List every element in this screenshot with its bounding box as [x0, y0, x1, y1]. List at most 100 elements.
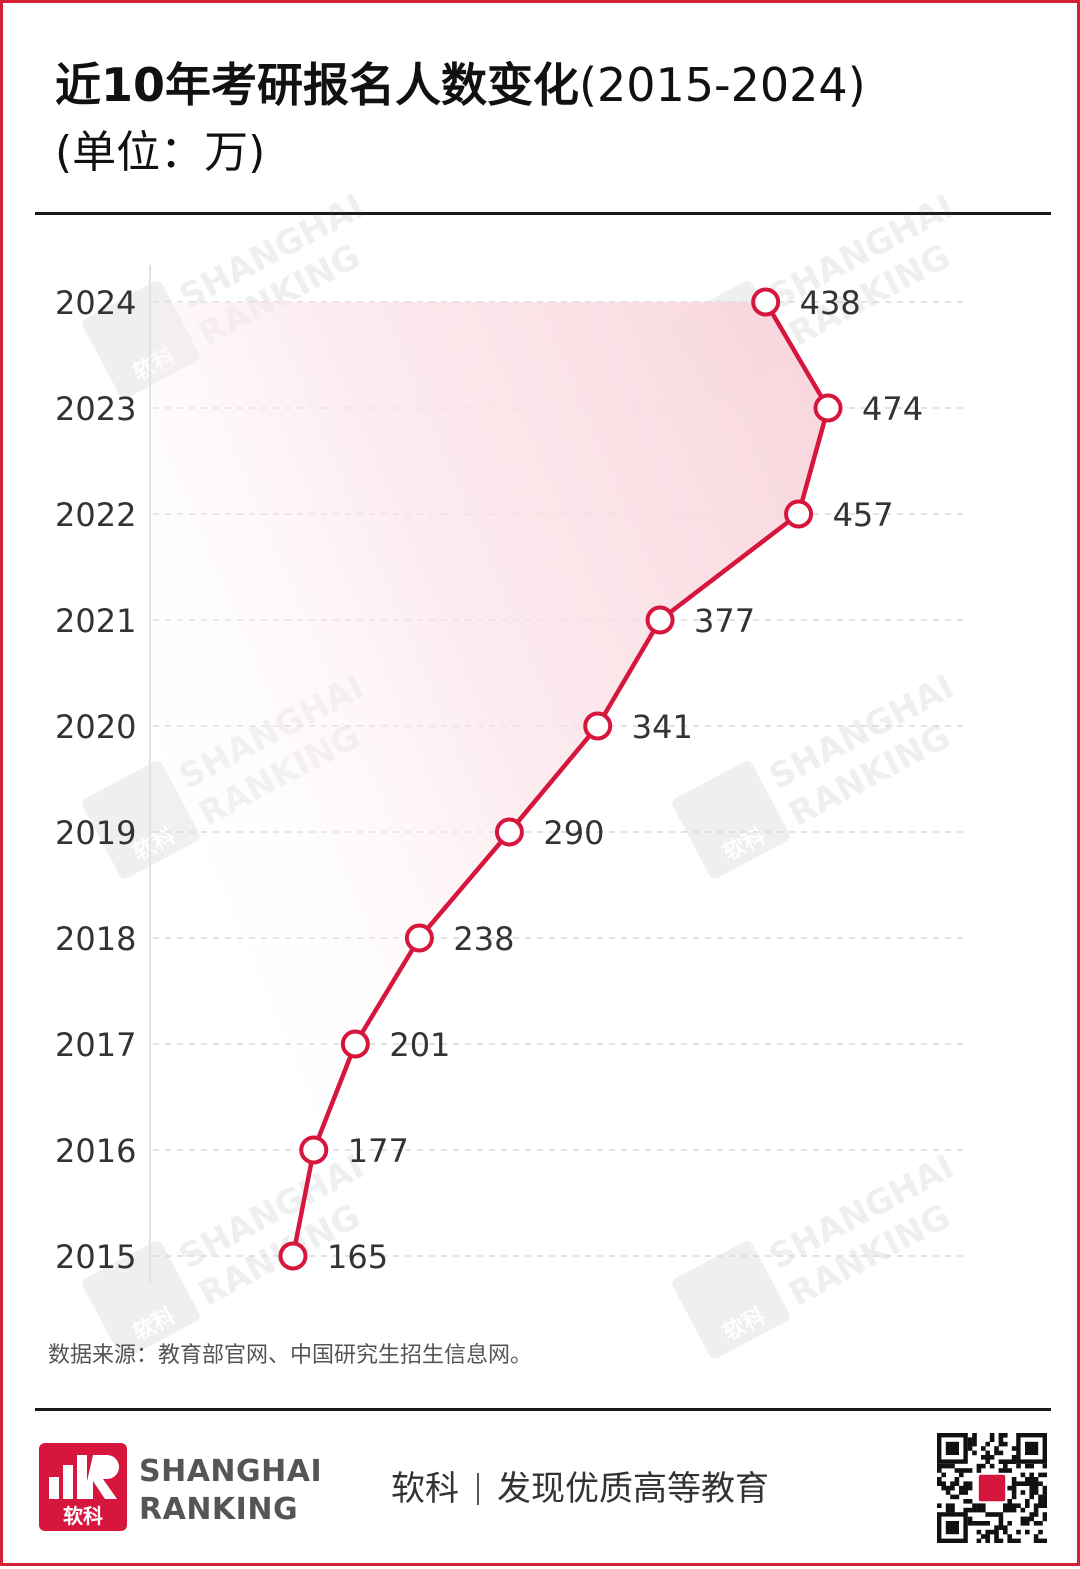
qr-module	[985, 1512, 990, 1517]
qr-module	[1007, 1468, 1012, 1473]
data-label: 341	[632, 708, 693, 746]
qr-module	[1020, 1490, 1026, 1495]
qr-module	[1038, 1529, 1043, 1535]
qr-module	[967, 1441, 973, 1447]
data-label: 474	[862, 390, 923, 428]
data-point	[784, 499, 814, 529]
qr-module	[998, 1525, 1004, 1530]
qr-module	[1042, 1490, 1047, 1495]
qr-module	[994, 1512, 999, 1517]
qr-module	[998, 1538, 1004, 1543]
qr-module	[1042, 1472, 1047, 1478]
data-point	[494, 817, 524, 847]
qr-module	[985, 1538, 990, 1543]
qr-module	[1042, 1516, 1047, 1522]
qr-module	[1025, 1477, 1030, 1482]
qr-module	[1011, 1481, 1017, 1486]
qr-module	[1011, 1507, 1017, 1513]
qr-module	[1033, 1521, 1039, 1526]
qr-module	[1029, 1490, 1034, 1495]
data-label: 201	[389, 1026, 450, 1064]
qr-module	[985, 1441, 990, 1447]
qr-module	[950, 1494, 955, 1500]
qr-module	[1033, 1481, 1039, 1486]
qr-module	[954, 1468, 960, 1473]
slogan: 软科 发现优质高等教育	[391, 1467, 769, 1511]
qr-finder	[1025, 1441, 1039, 1455]
data-label: 165	[327, 1238, 388, 1276]
qr-module	[1029, 1485, 1034, 1491]
qr-module	[967, 1521, 973, 1526]
qr-module	[1025, 1529, 1030, 1535]
qr-module	[985, 1534, 990, 1539]
series-line	[290, 300, 831, 1257]
qr-module	[998, 1459, 1004, 1464]
qr-module	[972, 1507, 977, 1513]
qr-module	[1011, 1494, 1017, 1500]
qr-module	[981, 1503, 986, 1508]
qr-module	[998, 1521, 1004, 1526]
data-point	[278, 1241, 308, 1271]
qr-module	[1011, 1538, 1017, 1543]
qr-center-logo	[978, 1474, 1006, 1502]
qr-module	[994, 1529, 999, 1535]
qr-module	[963, 1468, 968, 1473]
slogan-brand: 软科	[391, 1469, 459, 1509]
line-chart: 软科SHANGHAIRANKING软科SHANGHAIRANKING软科SHAN…	[55, 187, 963, 1359]
qr-module	[967, 1437, 973, 1442]
data-point	[813, 393, 843, 423]
y-tick-label: 2020	[55, 708, 136, 746]
data-point	[751, 287, 781, 317]
qr-module	[954, 1477, 960, 1482]
page-title: 近10年考研报名人数变化(2015-2024)	[55, 55, 1045, 115]
qr-module	[981, 1534, 986, 1539]
qr-module	[1038, 1481, 1043, 1486]
slogan-text: 发现优质高等教育	[497, 1469, 769, 1509]
data-label: 290	[543, 814, 604, 852]
qr-module	[1038, 1538, 1043, 1543]
watermark-logo-icon	[672, 761, 790, 879]
y-tick-label: 2018	[55, 920, 136, 958]
qr-module	[963, 1490, 968, 1495]
qr-module	[981, 1507, 986, 1513]
qr-module	[937, 1481, 942, 1486]
data-point	[299, 1135, 329, 1165]
qr-module	[967, 1485, 973, 1491]
qr-module	[1029, 1494, 1034, 1500]
qr-module	[963, 1499, 968, 1504]
top-divider	[35, 212, 1051, 215]
qr-module	[1011, 1485, 1017, 1491]
qr-module	[985, 1455, 990, 1460]
qr-module	[1007, 1499, 1012, 1504]
qr-module	[1011, 1459, 1017, 1464]
qr-module	[1003, 1463, 1008, 1469]
qr-module	[1033, 1507, 1039, 1513]
qr-module	[998, 1441, 1004, 1447]
qr-module	[1029, 1512, 1034, 1517]
qr-module	[989, 1529, 995, 1535]
qr-module	[1011, 1503, 1017, 1508]
qr-module	[1033, 1538, 1039, 1543]
y-tick-label: 2017	[55, 1026, 136, 1064]
qr-module	[950, 1503, 955, 1508]
qr-module	[945, 1490, 951, 1495]
qr-module	[998, 1512, 1004, 1517]
data-label: 377	[694, 602, 755, 640]
qr-module	[1029, 1472, 1034, 1478]
qr-module	[963, 1507, 968, 1513]
brand-line-2: RANKING	[139, 1492, 299, 1527]
qr-module	[998, 1468, 1004, 1473]
slogan-divider	[477, 1473, 479, 1505]
qr-module	[994, 1525, 999, 1530]
qr-module	[985, 1521, 990, 1526]
qr-module	[1020, 1481, 1026, 1486]
qr-module	[1042, 1512, 1047, 1517]
qr-module	[1025, 1521, 1030, 1526]
data-label: 238	[453, 920, 514, 958]
qr-module	[989, 1512, 995, 1517]
qr-module	[945, 1507, 951, 1513]
data-label: 177	[348, 1132, 409, 1170]
qr-module	[1003, 1433, 1008, 1438]
qr-module	[1016, 1538, 1021, 1543]
